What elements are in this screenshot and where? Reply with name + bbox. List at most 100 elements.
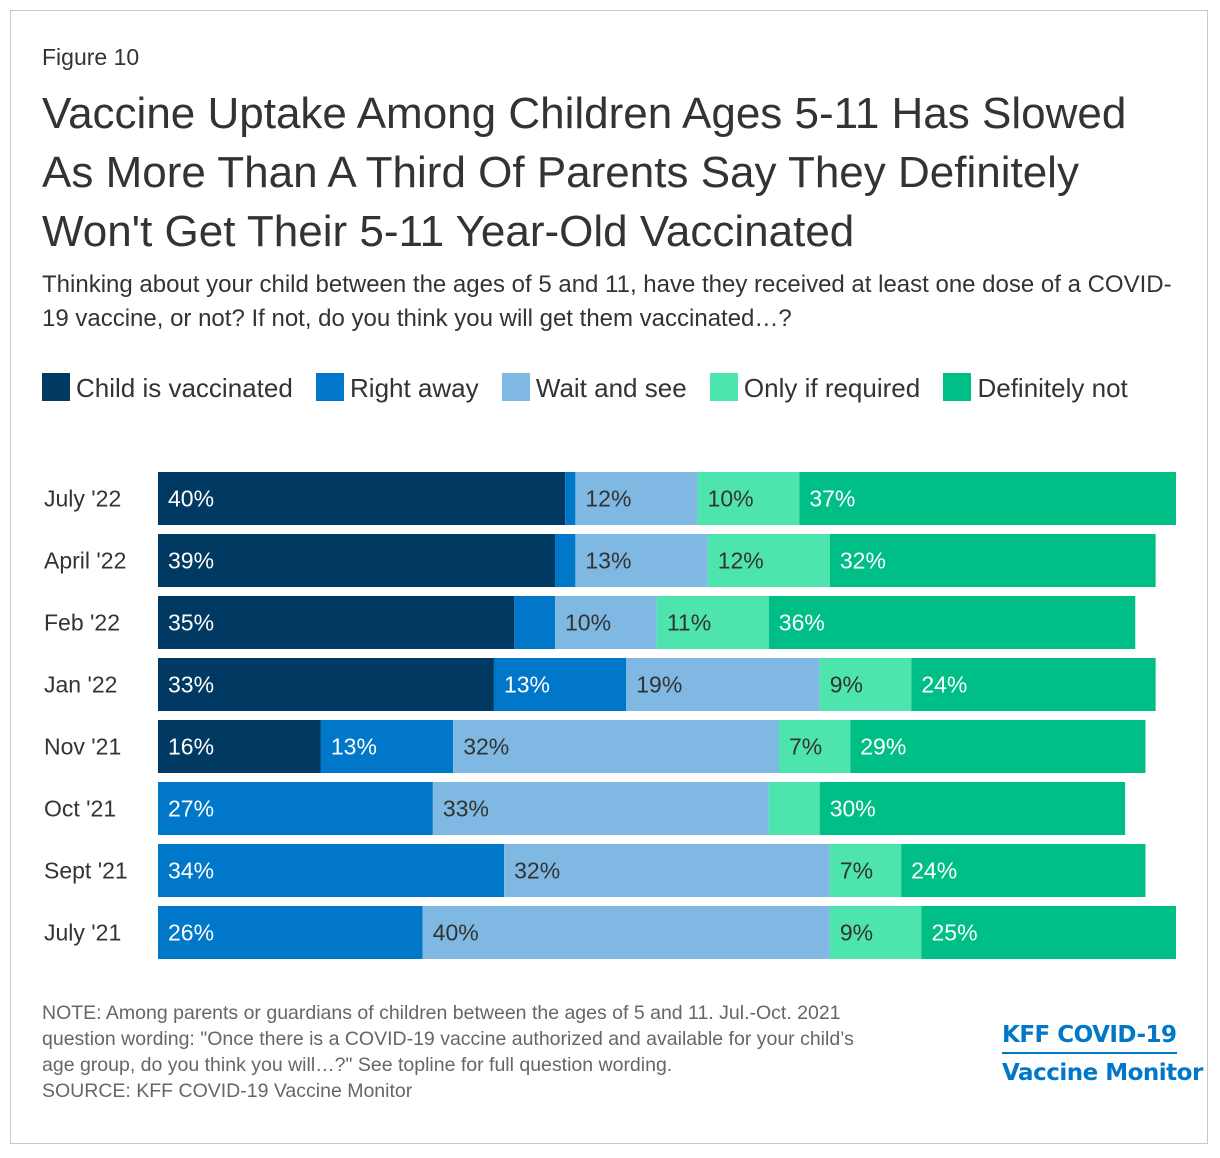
category-label-july-21: July '21 xyxy=(44,920,121,946)
bar-only-if-required-july-21 xyxy=(829,906,922,959)
category-label-july-22: July '22 xyxy=(44,486,121,512)
bar-wait-and-see-april-22 xyxy=(575,534,708,587)
data-label-only-if-required-nov-21: 7% xyxy=(789,734,822,760)
legend-label-right-away: Right away xyxy=(350,373,479,403)
legend-item-definitely-not: Definitely not xyxy=(943,373,1128,403)
data-label-definitely-not-feb-22: 36% xyxy=(779,610,825,636)
bar-wait-and-see-july-21 xyxy=(422,906,830,959)
bar-only-if-required-july-22 xyxy=(697,472,800,525)
legend-item-right-away: Right away xyxy=(316,373,479,403)
bar-right-away-jan-22 xyxy=(493,658,627,711)
data-label-child-is-vaccinated-july-22: 40% xyxy=(168,486,214,512)
data-label-definitely-not-nov-21: 29% xyxy=(860,734,906,760)
data-label-child-is-vaccinated-nov-21: 16% xyxy=(168,734,214,760)
bar-child-is-vaccinated-april-22 xyxy=(158,534,556,587)
bar-child-is-vaccinated-jan-22 xyxy=(158,658,494,711)
legend-label-wait-and-see: Wait and see xyxy=(535,373,687,403)
bar-wait-and-see-oct-21 xyxy=(432,782,769,835)
data-label-definitely-not-oct-21: 30% xyxy=(830,796,876,822)
bar-definitely-not-sept-21 xyxy=(901,844,1146,897)
data-label-wait-and-see-july-22: 12% xyxy=(585,486,631,512)
data-label-definitely-not-sept-21: 24% xyxy=(911,858,957,884)
bar-definitely-not-feb-22 xyxy=(768,596,1136,649)
data-label-right-away-nov-21: 13% xyxy=(331,734,377,760)
data-label-wait-and-see-nov-21: 32% xyxy=(463,734,509,760)
bar-right-away-april-22 xyxy=(555,534,576,587)
data-label-definitely-not-july-22: 37% xyxy=(809,486,855,512)
bar-wait-and-see-jan-22 xyxy=(626,658,820,711)
data-label-only-if-required-sept-21: 7% xyxy=(840,858,873,884)
data-label-only-if-required-feb-22: 11% xyxy=(667,610,711,636)
kff-logo: KFF COVID-19 Vaccine Monitor xyxy=(1002,1022,1203,1086)
data-label-child-is-vaccinated-april-22: 39% xyxy=(168,548,214,574)
bar-right-away-sept-21 xyxy=(158,844,505,897)
category-label-feb-22: Feb '22 xyxy=(44,610,120,636)
category-label-jan-22: Jan '22 xyxy=(44,672,117,698)
legend: Child is vaccinated Right away Wait and … xyxy=(42,368,1162,408)
note-line-1: NOTE: Among parents or guardians of chil… xyxy=(42,1002,841,1024)
data-label-child-is-vaccinated-feb-22: 35% xyxy=(168,610,214,636)
bar-wait-and-see-july-22 xyxy=(575,472,698,525)
bar-definitely-not-jan-22 xyxy=(911,658,1156,711)
data-label-right-away-jan-22: 13% xyxy=(504,672,550,698)
data-label-definitely-not-jan-22: 24% xyxy=(921,672,967,698)
data-label-definitely-not-april-22: 32% xyxy=(840,548,886,574)
data-label-only-if-required-july-22: 10% xyxy=(708,486,754,512)
legend-swatch-definitely-not xyxy=(943,373,972,401)
bar-definitely-not-july-22 xyxy=(799,472,1176,525)
legend-item-child-vaccinated: Child is vaccinated xyxy=(42,373,293,403)
legend-swatch-child-vaccinated xyxy=(42,373,70,401)
bar-right-away-oct-21 xyxy=(158,782,433,835)
bar-right-away-feb-22 xyxy=(514,596,556,649)
data-label-wait-and-see-april-22: 13% xyxy=(585,548,631,574)
bar-wait-and-see-sept-21 xyxy=(504,844,830,897)
legend-item-wait-and-see: Wait and see xyxy=(501,373,687,403)
bar-child-is-vaccinated-feb-22 xyxy=(158,596,515,649)
data-label-wait-and-see-feb-22: 10% xyxy=(565,610,611,636)
brand-line-2: Vaccine Monitor xyxy=(1002,1060,1203,1086)
data-label-wait-and-see-july-21: 40% xyxy=(433,920,479,946)
category-label-sept-21: Sept '21 xyxy=(44,858,128,884)
bar-definitely-not-nov-21 xyxy=(850,720,1146,773)
bar-right-away-july-21 xyxy=(158,906,423,959)
bar-wait-and-see-feb-22 xyxy=(555,596,657,649)
legend-label-child-vaccinated: Child is vaccinated xyxy=(76,373,293,403)
legend-item-only-if-required: Only if required xyxy=(709,373,921,403)
bar-only-if-required-sept-21 xyxy=(829,844,902,897)
source-line: SOURCE: KFF COVID-19 Vaccine Monitor xyxy=(42,1080,413,1102)
category-label-oct-21: Oct '21 xyxy=(44,796,116,822)
data-label-only-if-required-april-22: 12% xyxy=(718,548,764,574)
data-label-wait-and-see-oct-21: 33% xyxy=(443,796,489,822)
data-label-only-if-required-jan-22: 9% xyxy=(830,672,863,698)
legend-label-only-if-required: Only if required xyxy=(743,373,921,403)
bar-definitely-not-oct-21 xyxy=(819,782,1126,835)
bar-right-away-nov-21 xyxy=(320,720,454,773)
bar-only-if-required-jan-22 xyxy=(819,658,912,711)
data-label-right-away-july-21: 26% xyxy=(168,920,214,946)
brand-line-1: KFF COVID-19 xyxy=(1002,1022,1177,1054)
note-line-2: question wording: "Once there is a COVID… xyxy=(42,1028,854,1050)
bar-right-away-july-22 xyxy=(565,472,576,525)
category-label-nov-21: Nov '21 xyxy=(44,734,121,760)
bar-only-if-required-april-22 xyxy=(707,534,830,587)
note-line-3: age group, do you think you will…?" See … xyxy=(42,1054,673,1076)
data-label-right-away-oct-21: 27% xyxy=(168,796,214,822)
bar-child-is-vaccinated-nov-21 xyxy=(158,720,321,773)
category-label-april-22: April '22 xyxy=(44,548,126,574)
data-label-child-is-vaccinated-jan-22: 33% xyxy=(168,672,214,698)
data-label-wait-and-see-jan-22: 19% xyxy=(636,672,682,698)
legend-swatch-wait-and-see xyxy=(501,373,530,401)
bar-definitely-not-april-22 xyxy=(829,534,1156,587)
bar-definitely-not-july-21 xyxy=(921,906,1176,959)
legend-swatch-right-away xyxy=(316,373,345,401)
data-label-wait-and-see-sept-21: 32% xyxy=(514,858,560,884)
data-label-only-if-required-july-21: 9% xyxy=(840,920,873,946)
bar-wait-and-see-nov-21 xyxy=(453,720,779,773)
legend-label-definitely-not: Definitely not xyxy=(977,373,1128,403)
data-label-right-away-sept-21: 34% xyxy=(168,858,214,884)
bar-only-if-required-feb-22 xyxy=(656,596,769,649)
chart-subtitle: Thinking about your child between the ag… xyxy=(42,271,1172,332)
chart-title: Vaccine Uptake Among Children Ages 5-11 … xyxy=(42,89,1127,256)
bar-child-is-vaccinated-july-22 xyxy=(158,472,566,525)
